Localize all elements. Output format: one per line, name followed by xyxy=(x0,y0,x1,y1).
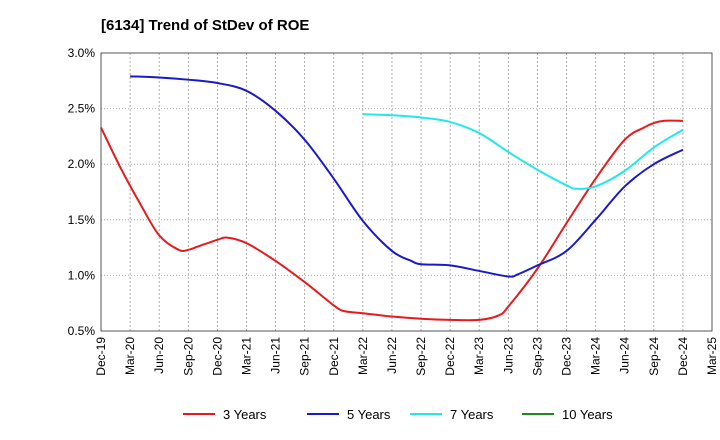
x-tick-label: Jun-22 xyxy=(385,337,399,374)
x-tick-label: Dec-21 xyxy=(327,337,341,376)
x-tick-label: Jun-24 xyxy=(618,337,632,374)
x-tick-label: Sep-23 xyxy=(530,337,544,376)
x-tick-label: Mar-25 xyxy=(705,337,719,375)
legend-label: 3 Years xyxy=(223,407,267,422)
x-tick-label: Mar-22 xyxy=(356,337,370,375)
x-tick-label: Jun-21 xyxy=(269,337,283,374)
legend-item-7-years: 7 Years xyxy=(410,407,494,422)
x-tick-label: Sep-22 xyxy=(414,337,428,376)
legend-label: 7 Years xyxy=(450,407,494,422)
legend-item-3-years: 3 Years xyxy=(183,407,267,422)
plot-area xyxy=(101,53,712,331)
x-tick-label: Dec-22 xyxy=(443,337,457,376)
x-axis: Dec-19 Mar-20 Jun-20 Sep-20 Dec-20 Mar-21 Jun-… xyxy=(94,337,719,376)
y-tick-label: 2.5% xyxy=(68,102,96,116)
series-line-5-years xyxy=(130,75,684,278)
series-line-3-years xyxy=(100,119,683,322)
y-axis: 0.5% 1.0% 1.5% 2.0% 2.5% 3.0% xyxy=(68,46,96,338)
y-tick-label: 1.0% xyxy=(68,268,96,282)
legend-item-10-years: 10 Years xyxy=(522,407,613,422)
x-tick-label: Jun-20 xyxy=(152,337,166,374)
plot-frame xyxy=(100,52,713,332)
x-tick-label: Dec-23 xyxy=(560,337,574,376)
x-tick-label: Mar-24 xyxy=(589,337,603,375)
x-tick-label: Mar-23 xyxy=(472,337,486,375)
x-tick-label: Mar-21 xyxy=(239,337,253,375)
x-tick-label: Dec-19 xyxy=(94,337,108,376)
legend-label: 5 Years xyxy=(347,407,391,422)
y-tick-label: 1.5% xyxy=(68,213,96,227)
x-tick-label: Dec-20 xyxy=(210,337,224,376)
x-tick-label: Sep-20 xyxy=(181,337,195,376)
series-lines xyxy=(100,75,684,322)
y-tick-label: 0.5% xyxy=(68,324,96,338)
legend-label: 10 Years xyxy=(562,407,613,422)
chart-title: [6134] Trend of StDev of ROE xyxy=(101,17,309,34)
legend-item-5-years: 5 Years xyxy=(307,407,391,422)
series-line-7-years xyxy=(362,113,684,190)
x-tick-label: Mar-20 xyxy=(123,337,137,375)
x-tick-label: Dec-24 xyxy=(676,337,690,376)
x-tick-label: Sep-24 xyxy=(647,337,661,376)
y-tick-label: 2.0% xyxy=(68,157,96,171)
x-tick-label: Jun-23 xyxy=(501,337,515,374)
y-tick-label: 3.0% xyxy=(68,46,96,60)
x-tick-label: Sep-21 xyxy=(298,337,312,376)
legend: 3 Years 5 Years 7 Years 10 Years xyxy=(183,407,613,422)
